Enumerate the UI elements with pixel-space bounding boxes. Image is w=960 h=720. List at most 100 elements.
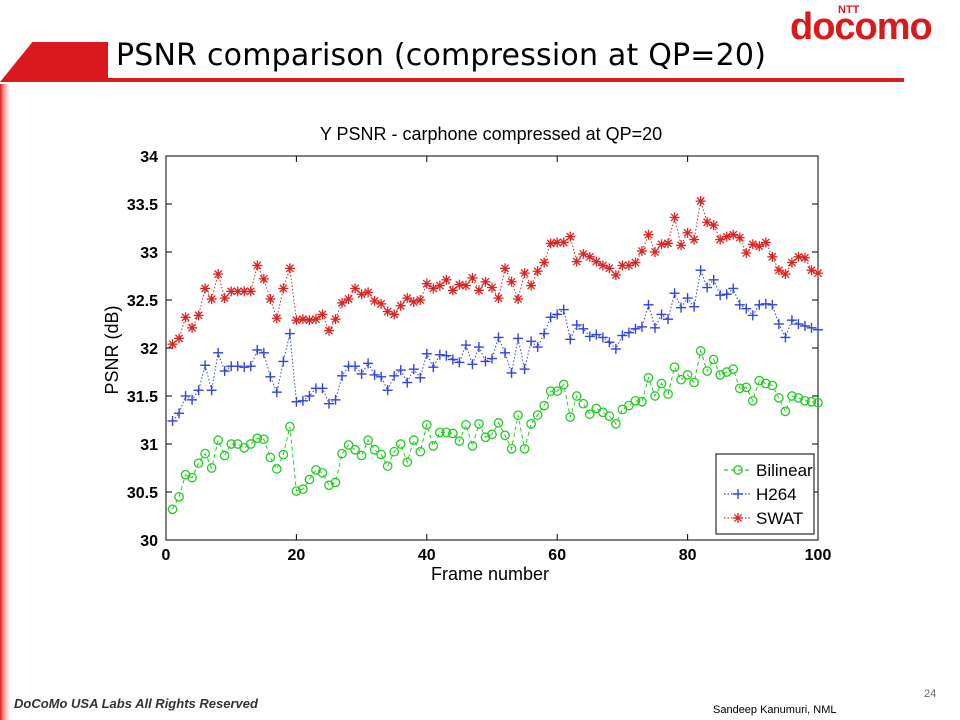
- data-point-h264: [506, 367, 517, 378]
- data-point-h264: [623, 327, 634, 338]
- data-point-bilinear: [519, 443, 530, 454]
- data-point-h264: [721, 289, 732, 300]
- legend-marker-bilinear: [733, 465, 743, 475]
- y-tick-label: 30: [140, 533, 158, 550]
- data-point-bilinear: [434, 427, 445, 438]
- data-point-h264: [571, 319, 582, 330]
- data-point-bilinear: [317, 467, 328, 478]
- data-point-bilinear: [545, 386, 556, 397]
- data-point-swat: [610, 270, 621, 281]
- data-point-swat: [630, 257, 641, 268]
- data-point-swat: [310, 314, 321, 325]
- title-accent-block: [0, 42, 108, 82]
- data-point-swat: [278, 283, 289, 294]
- data-point-swat: [721, 231, 732, 242]
- data-point-swat: [180, 312, 191, 323]
- data-point-bilinear: [298, 484, 308, 494]
- data-point-bilinear: [708, 354, 719, 365]
- data-point-swat: [213, 269, 224, 280]
- data-point-bilinear: [245, 439, 256, 449]
- data-point-bilinear: [343, 440, 354, 450]
- data-point-bilinear: [382, 461, 393, 471]
- data-point-h264: [369, 369, 380, 380]
- data-point-h264: [487, 353, 497, 364]
- logo-ntt: NTT: [838, 4, 860, 16]
- data-point-bilinear: [663, 389, 673, 399]
- data-point-swat: [376, 298, 387, 309]
- data-point-h264: [258, 347, 269, 358]
- data-point-swat: [245, 286, 256, 297]
- data-point-h264: [219, 366, 230, 377]
- data-point-bilinear: [734, 383, 745, 394]
- data-point-bilinear: [552, 386, 563, 397]
- data-point-swat: [284, 263, 295, 274]
- data-point-swat: [741, 247, 752, 258]
- data-point-h264: [513, 333, 524, 344]
- data-point-h264: [213, 347, 224, 358]
- data-point-h264: [200, 360, 211, 371]
- data-point-bilinear: [702, 366, 713, 376]
- data-point-h264: [206, 385, 217, 396]
- data-point-swat: [539, 257, 550, 268]
- data-point-h264: [421, 348, 432, 359]
- data-point-h264: [454, 357, 465, 368]
- data-point-swat: [780, 269, 791, 280]
- data-point-swat: [441, 274, 452, 285]
- data-point-h264: [689, 301, 700, 312]
- data-point-h264: [187, 394, 198, 405]
- data-point-h264: [317, 383, 328, 394]
- data-point-h264: [747, 310, 758, 321]
- data-point-swat: [408, 296, 419, 307]
- legend: Bilinear H264 SWAT: [715, 453, 815, 535]
- data-point-swat: [206, 294, 217, 305]
- x-tick-label: 100: [805, 547, 832, 564]
- data-point-bilinear: [278, 449, 289, 460]
- data-point-h264: [441, 350, 452, 361]
- data-point-h264: [597, 332, 608, 343]
- data-point-swat: [636, 246, 647, 257]
- data-point-swat: [258, 273, 269, 284]
- data-point-h264: [376, 371, 387, 382]
- data-point-h264: [324, 398, 334, 409]
- data-point-h264: [271, 387, 282, 398]
- y-tick-label: 30.5: [127, 485, 158, 502]
- data-point-bilinear: [187, 472, 197, 483]
- data-point-bilinear: [252, 433, 263, 444]
- data-point-swat: [604, 263, 615, 274]
- data-point-h264: [558, 304, 569, 315]
- data-point-bilinear: [474, 418, 484, 429]
- data-point-bilinear: [415, 446, 426, 457]
- data-point-h264: [741, 303, 752, 314]
- data-point-swat: [558, 237, 569, 248]
- data-point-bilinear: [747, 395, 758, 406]
- data-point-bilinear: [754, 375, 765, 386]
- legend-label-h264: H264: [756, 485, 797, 504]
- data-point-h264: [539, 328, 550, 339]
- data-point-swat: [513, 294, 524, 305]
- data-point-h264: [676, 302, 687, 313]
- data-point-h264: [767, 299, 778, 310]
- data-point-swat: [813, 268, 823, 279]
- data-point-h264: [702, 282, 713, 293]
- data-point-h264: [552, 309, 563, 320]
- data-point-swat: [506, 276, 517, 287]
- data-point-swat: [493, 293, 504, 304]
- title-underline: [100, 78, 904, 82]
- data-point-bilinear: [578, 398, 589, 409]
- data-point-swat: [389, 309, 400, 320]
- data-point-h264: [650, 322, 660, 333]
- data-point-bilinear: [539, 400, 550, 411]
- data-point-bilinear: [715, 370, 726, 380]
- data-point-h264: [291, 396, 302, 407]
- page-number: 24: [924, 688, 937, 700]
- data-point-bilinear: [584, 409, 595, 420]
- data-point-swat: [676, 240, 687, 251]
- y-tick-label: 31: [140, 437, 158, 454]
- data-point-h264: [813, 324, 823, 335]
- data-point-h264: [604, 337, 615, 348]
- series-line-h264: [172, 268, 819, 422]
- data-point-bilinear: [441, 427, 452, 438]
- x-axis-label: Frame number: [431, 564, 549, 584]
- data-point-bilinear: [780, 406, 791, 417]
- data-point-h264: [500, 347, 511, 358]
